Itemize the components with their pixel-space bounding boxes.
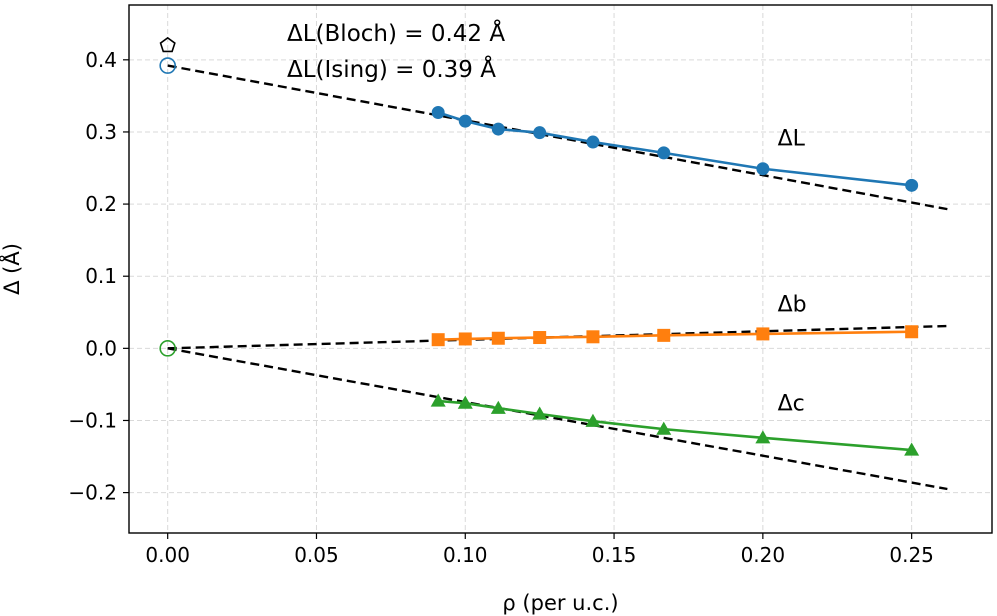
annotation-bloch: ΔL(Bloch) = 0.42 Å [287,19,505,47]
data-point [430,393,446,407]
y-tick-label: 0.3 [85,120,117,144]
data-point [490,400,506,414]
series [437,111,912,452]
data-point [905,325,919,339]
y-tick-label: −0.2 [68,481,117,505]
series-label-delta-c: Δc [778,391,805,416]
data-point [532,406,548,420]
series-label-delta-b: Δb [778,292,807,317]
ticks: 0.00 0.05 0.10 0.15 0.20 0.25 −0.2 −0.1 0.0 0.1 0.… [68,48,933,567]
data-point [657,328,671,342]
y-tick-label: 0.2 [85,192,117,216]
extrapolated-point [159,340,176,357]
extrapolated-point [159,36,176,53]
data-point [431,333,445,347]
fit-line [167,347,948,491]
data-point [491,122,505,136]
x-tick-label: 0.05 [294,543,339,567]
data-point [458,114,472,128]
y-tick-label: 0.4 [85,48,117,72]
data-point [458,332,472,346]
grid [129,5,992,533]
data-point [431,105,445,119]
data-point [457,395,473,409]
data-point [491,331,505,345]
data-point [657,146,671,160]
annotation-ising: ΔL(Ising) = 0.39 Å [287,55,496,83]
y-tick-label: 0.1 [85,264,117,288]
x-tick-label: 0.25 [889,543,934,567]
plot-frame [128,4,993,534]
y-axis-label: Δ (Å) [0,243,24,295]
data-point [756,162,770,176]
series-line [438,399,912,452]
x-tick-label: 0.10 [443,543,488,567]
markers [159,36,920,456]
x-tick-label: 0.00 [145,543,190,567]
data-point [586,135,600,149]
data-point [586,330,600,344]
data-point [905,178,919,192]
x-tick-label: 0.20 [741,543,786,567]
data-point [756,327,770,341]
data-point [656,421,672,435]
series-line [437,111,912,187]
y-tick-label: 0.0 [85,336,117,360]
fit-line [167,324,948,350]
fit-line [167,64,948,211]
series-label-delta-l: ΔL [778,127,806,152]
fit-lines [167,64,948,491]
y-tick-label: −0.1 [68,408,117,432]
x-axis-label: ρ (per u.c.) [502,591,618,615]
data-point [585,413,601,427]
extrapolated-point [159,57,176,74]
data-point [904,442,920,456]
data-point [755,430,771,444]
x-tick-label: 0.15 [592,543,637,567]
data-point [533,126,547,140]
data-point [533,331,547,345]
